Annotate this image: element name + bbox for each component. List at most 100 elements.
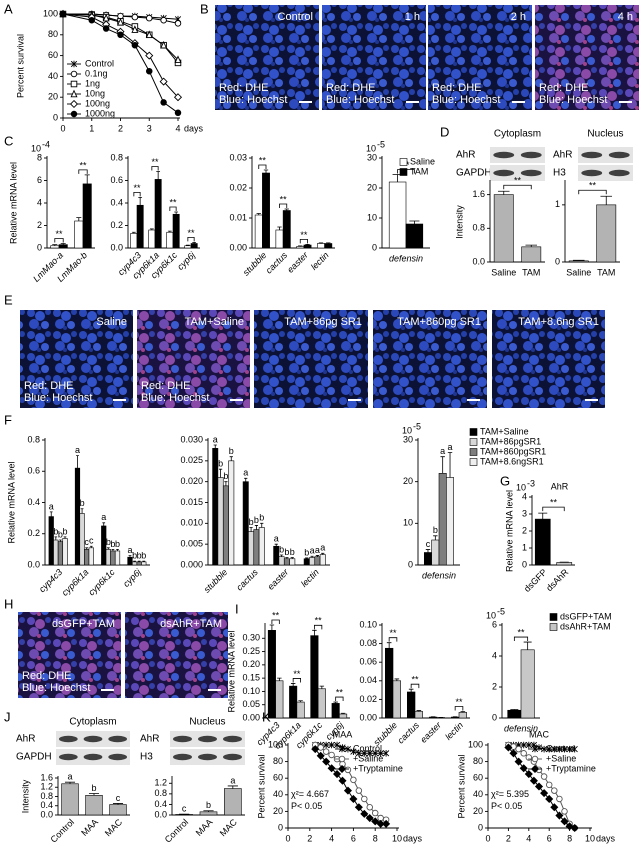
significance-letter: b (433, 525, 438, 535)
micrograph-label: TAM+Saline (185, 316, 244, 328)
legend-label: 10ng (85, 88, 105, 98)
legend-marker (338, 755, 346, 763)
significance-label: ** (280, 194, 288, 204)
x-tick-label: MAC (103, 817, 125, 839)
significance-bracket (410, 683, 420, 689)
y-tick-label: 100 (43, 8, 58, 18)
blot-band (608, 151, 630, 159)
error-bar (192, 241, 197, 244)
y-tick-label: 20 (403, 476, 413, 486)
error-bar (290, 683, 296, 687)
y-axis-label: Intensity (20, 779, 30, 813)
point (515, 745, 522, 753)
point (355, 750, 362, 757)
significance-letter: a (49, 501, 54, 511)
panel-label: I (235, 601, 239, 616)
y-tick-label: 0.25 (242, 646, 260, 656)
bar (388, 181, 407, 249)
significance-bracket (271, 619, 280, 624)
y-tick-label: 0.10 (359, 619, 377, 629)
x-tick-label: TAM (597, 267, 615, 277)
point (116, 17, 125, 26)
blot-row-label: AhR (140, 734, 159, 745)
error-bar (525, 244, 538, 247)
y-scale-base: 10 (486, 610, 496, 620)
micrograph-caption: Red: DHE (22, 670, 72, 682)
point (102, 25, 110, 32)
bar (392, 680, 401, 719)
bar (61, 783, 79, 816)
y-tick-label: 0.01 (229, 212, 247, 222)
significance-letter: a (67, 772, 72, 782)
y-tick-label: 6 (492, 619, 497, 629)
point (555, 811, 564, 820)
error-bar (185, 244, 190, 246)
bar (507, 709, 522, 719)
error-bar (244, 477, 248, 482)
point (317, 744, 324, 751)
error-bar (315, 555, 320, 557)
y-tick-label: 0.005 (180, 539, 203, 549)
x-axis-label: days (403, 833, 423, 843)
point (509, 749, 518, 758)
point (550, 803, 559, 812)
y-tick-label: 80 (273, 756, 283, 766)
x-tick-label: TAM (522, 267, 540, 277)
point (117, 31, 124, 39)
bar (57, 541, 64, 566)
significance-label: ** (272, 610, 280, 620)
bar (283, 558, 290, 566)
point (365, 814, 374, 823)
bar (130, 233, 138, 249)
y-tick-label: 0.0 (154, 809, 167, 819)
blot-title: Nucleus (189, 717, 225, 728)
micrograph-caption: Red: DHE (432, 82, 482, 94)
y-tick-label: 0.8 (110, 152, 123, 162)
significance-label: ** (55, 229, 63, 239)
x-tick-label: defensin (422, 570, 456, 580)
y-tick-label: 3 (522, 508, 527, 518)
significance-bracket (54, 238, 64, 243)
significance-letter: b (63, 526, 68, 536)
micrograph (215, 5, 319, 110)
error-bar (85, 547, 89, 550)
y-tick-label: 1.6 (472, 189, 485, 199)
significance-bracket (151, 166, 159, 171)
blot-membrane (578, 147, 633, 163)
significance-letter: b (218, 459, 223, 469)
y-tick-label: 0.05 (242, 699, 260, 709)
point (546, 745, 553, 753)
y-tick-label: 0 (492, 712, 497, 722)
panel-label: F (4, 412, 12, 427)
y-axis-label: Relative mRNA level (226, 630, 236, 712)
point (328, 741, 335, 749)
significance-letter: b (223, 471, 228, 481)
y-tick-label: 80 (48, 29, 58, 39)
legend-label: +Saline (546, 753, 576, 763)
bar (88, 547, 94, 566)
error-bar (254, 525, 259, 530)
significance-bracket (187, 236, 195, 242)
error-bar (229, 456, 233, 461)
y-tick-label: 0.025 (180, 455, 203, 465)
error-bar (447, 452, 453, 478)
bar (493, 194, 514, 263)
point (520, 741, 527, 749)
x-tick-label: defensin (504, 723, 538, 733)
legend-marker (70, 80, 78, 88)
error-bar (409, 220, 420, 224)
bar (114, 550, 121, 566)
x-tick-label: stubble (202, 567, 230, 595)
significance-letter: a (448, 442, 453, 452)
x-tick-label: Saline (566, 267, 591, 277)
x-tick-label: 3 (147, 123, 152, 133)
x-tick-label: Control (49, 817, 77, 844)
y-tick-label: 0.03 (229, 152, 247, 162)
error-bar (433, 535, 438, 540)
legend-swatch (399, 168, 408, 176)
error-bar (128, 555, 132, 558)
micrograph (322, 5, 426, 110)
error-bar (298, 245, 303, 247)
error-bar (394, 678, 400, 681)
error-bar (425, 549, 431, 553)
